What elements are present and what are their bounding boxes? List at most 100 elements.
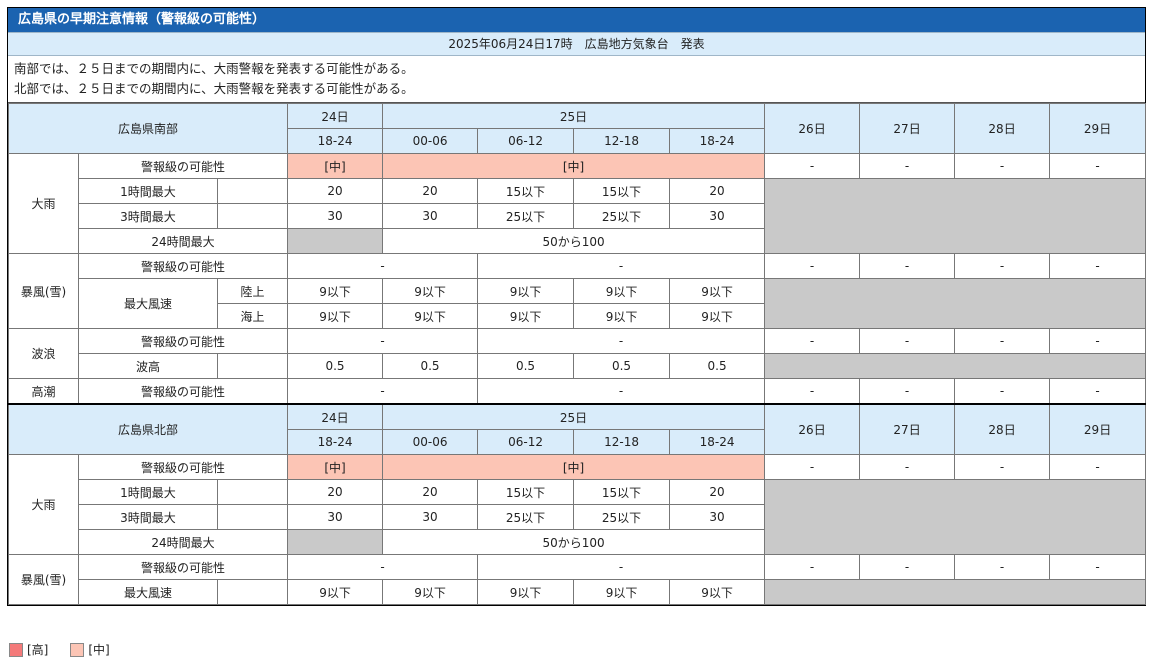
high-swatch-icon [9, 642, 23, 657]
header-slot: 06-12 [477, 128, 575, 154]
later-cell: - [764, 253, 861, 279]
sea-label: 海上 [216, 303, 289, 329]
later-cell: - [954, 454, 1051, 480]
later-cell: - [954, 378, 1051, 405]
value-cell: 0.5 [287, 353, 384, 379]
header-day-27: 27日 [859, 103, 956, 154]
value-cell: 9以下 [669, 303, 766, 329]
blank-cell [216, 479, 289, 505]
later-cell: - [859, 253, 956, 279]
header-day-24: 24日 [287, 103, 384, 129]
south-rain-possibility-25: [中] [382, 153, 766, 179]
value-cell: 9以下 [287, 303, 384, 329]
later-cell: - [1049, 454, 1147, 480]
wave-height-label: 波高 [78, 353, 218, 379]
header-slot: 00-06 [382, 429, 479, 455]
header-slot: 18-24 [287, 128, 384, 154]
value-cell: 20 [669, 178, 766, 204]
value-cell: 15以下 [477, 178, 575, 204]
unavailable-cell [287, 529, 384, 555]
blank-cell [216, 504, 289, 530]
value-cell: 20 [382, 178, 479, 204]
value-cell: 25以下 [573, 504, 671, 530]
header-slot: 12-18 [573, 128, 671, 154]
value-cell: 30 [287, 203, 384, 229]
hour3-max-label: 3時間最大 [78, 203, 218, 229]
value-cell: 25以下 [477, 504, 575, 530]
value-cell: 30 [669, 504, 766, 530]
later-cell: - [859, 454, 956, 480]
value-cell: 9以下 [573, 278, 671, 304]
header-day-29: 29日 [1049, 103, 1147, 154]
later-cell: - [1049, 378, 1147, 405]
later-cell: - [764, 328, 861, 354]
value-cell: 9以下 [477, 278, 575, 304]
north-wind-possibility-24: - [287, 554, 479, 580]
region-name-north: 広島県北部 [7, 403, 289, 455]
summary-text: 南部では、２５日までの期間内に、大雨警報を発表する可能性がある。 北部では、２５… [8, 56, 1145, 103]
header-slot: 12-18 [573, 429, 671, 455]
north-wind-possibility-25: - [477, 554, 766, 580]
summary-line-south: 南部では、２５日までの期間内に、大雨警報を発表する可能性がある。 [14, 61, 414, 76]
north-wind-label: 暴風(雪) [8, 554, 79, 605]
header-day-28: 28日 [954, 103, 1051, 154]
value-cell: 20 [287, 479, 384, 505]
value-cell: 9以下 [669, 278, 766, 304]
south-wave-possibility-24: - [287, 328, 479, 354]
early-warning-panel: 広島県の早期注意情報（警報級の可能性） 2025年06月24日17時 広島地方気… [7, 7, 1147, 606]
south-wind-label: 暴風(雪) [8, 253, 79, 329]
later-cell: - [1049, 554, 1147, 580]
value-cell: 25以下 [573, 203, 671, 229]
later-cell: - [1049, 253, 1147, 279]
possibility-label: 警報級の可能性 [77, 378, 289, 405]
value-cell: 0.5 [573, 353, 671, 379]
value-cell: 30 [382, 504, 479, 530]
value-cell: 15以下 [573, 178, 671, 204]
unavailable-cell [764, 353, 1147, 379]
unavailable-cell [287, 228, 384, 254]
later-cell: - [859, 328, 956, 354]
value-cell: 15以下 [573, 479, 671, 505]
blank-cell [216, 353, 289, 379]
value-cell: 15以下 [477, 479, 575, 505]
value-cell: 9以下 [382, 579, 479, 605]
forecast-table: 広島県南部 24日 25日 26日 27日 28日 29日 18-24 00-0… [7, 103, 1147, 605]
south-rain-possibility-24: [中] [287, 153, 384, 179]
later-cell: - [764, 454, 861, 480]
land-label: 陸上 [216, 278, 289, 304]
south-wind-possibility-24: - [287, 253, 479, 279]
value-cell: 0.5 [382, 353, 479, 379]
later-cell: - [1049, 153, 1147, 179]
header-day-24: 24日 [287, 403, 384, 430]
header-day-25: 25日 [382, 103, 766, 129]
value-cell: 30 [382, 203, 479, 229]
south-wave-label: 波浪 [8, 328, 79, 379]
value-cell: 9以下 [573, 579, 671, 605]
blank-cell [216, 579, 289, 605]
value-cell: 9以下 [477, 579, 575, 605]
unavailable-cell [764, 479, 1147, 555]
hour1-max-label: 1時間最大 [78, 479, 218, 505]
panel-title: 広島県の早期注意情報（警報級の可能性） [8, 8, 1145, 32]
later-cell: - [859, 554, 956, 580]
south-wave-possibility-25: - [477, 328, 766, 354]
legend: [高] [中] [9, 641, 132, 658]
later-cell: - [954, 253, 1051, 279]
south-tide-label: 高潮 [8, 378, 79, 405]
header-day-26: 26日 [764, 103, 861, 154]
value-cell: 9以下 [287, 579, 384, 605]
header-day-26: 26日 [764, 403, 861, 455]
north-rain-label: 大雨 [8, 454, 79, 555]
header-slot: 18-24 [287, 429, 384, 455]
value-cell: 0.5 [669, 353, 766, 379]
possibility-label: 警報級の可能性 [77, 153, 289, 179]
later-cell: - [954, 554, 1051, 580]
header-slot: 18-24 [669, 128, 766, 154]
north-rain-possibility-25: [中] [382, 454, 766, 480]
blank-cell [216, 203, 289, 229]
header-day-27: 27日 [859, 403, 956, 455]
header-slot: 00-06 [382, 128, 479, 154]
hour24-max-label: 24時間最大 [77, 228, 289, 254]
legend-mid-label: [中] [88, 643, 110, 657]
later-cell: - [954, 153, 1051, 179]
